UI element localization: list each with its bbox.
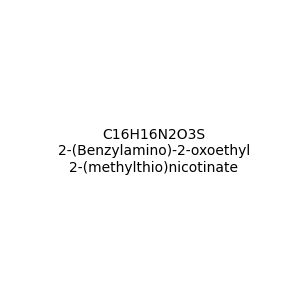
Text: C16H16N2O3S
2-(Benzylamino)-2-oxoethyl
2-(methylthio)nicotinate: C16H16N2O3S 2-(Benzylamino)-2-oxoethyl 2… <box>58 128 250 175</box>
